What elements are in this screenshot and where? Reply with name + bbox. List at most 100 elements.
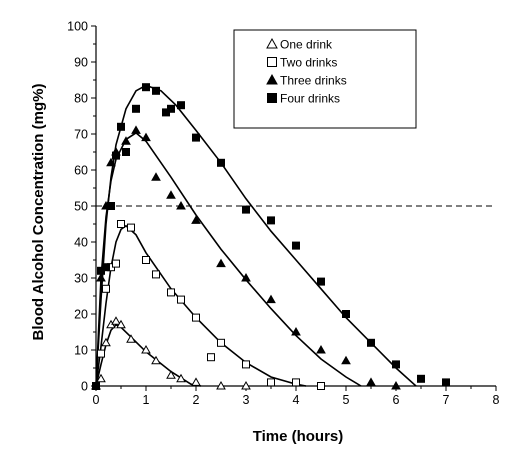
data-point-three-drinks <box>191 215 201 224</box>
data-point-one-drink <box>96 373 106 383</box>
data-point-three-drinks <box>166 190 176 199</box>
data-point-two-drinks <box>102 284 110 293</box>
data-point-four-drinks <box>117 122 125 131</box>
y-tick-label: 20 <box>74 308 88 322</box>
data-point-four-drinks <box>142 83 150 92</box>
data-point-one-drink <box>111 316 121 325</box>
data-point-two-drinks <box>207 353 215 362</box>
data-point-four-drinks <box>177 101 185 110</box>
data-point-four-drinks <box>242 205 250 214</box>
legend-marker-four-drinks <box>267 93 277 103</box>
data-point-three-drinks <box>266 294 276 304</box>
data-point-two-drinks <box>117 220 125 228</box>
data-point-three-drinks <box>316 344 326 354</box>
fit-line-four-drinks <box>95 84 417 387</box>
data-point-one-drink <box>191 377 201 386</box>
data-point-four-drinks <box>217 158 225 167</box>
data-point-four-drinks <box>342 310 350 318</box>
data-point-three-drinks <box>106 157 116 167</box>
data-point-three-drinks <box>141 132 151 142</box>
data-point-four-drinks <box>292 241 300 250</box>
y-tick-label: 0 <box>81 380 88 394</box>
y-tick-label: 80 <box>74 92 88 106</box>
data-point-two-drinks <box>292 378 300 387</box>
data-point-one-drink <box>116 319 126 329</box>
data-point-one-drink <box>216 380 226 390</box>
data-point-two-drinks <box>317 382 325 390</box>
data-point-two-drinks <box>167 288 175 297</box>
data-point-three-drinks <box>96 272 106 282</box>
data-point-four-drinks <box>442 378 450 387</box>
data-point-four-drinks <box>167 104 175 113</box>
x-tick-label: 5 <box>343 393 350 407</box>
x-tick-label: 6 <box>393 393 400 407</box>
data-point-four-drinks <box>317 277 325 286</box>
data-point-two-drinks <box>177 295 185 304</box>
data-point-four-drinks <box>152 86 160 95</box>
y-tick-label: 60 <box>74 164 88 178</box>
data-point-two-drinks <box>267 378 275 387</box>
legend-label-two-drinks: Two drinks <box>280 56 337 70</box>
x-tick-label: 0 <box>93 393 100 407</box>
data-point-four-drinks <box>417 374 425 383</box>
legend-label-one-drink: One drink <box>280 38 333 52</box>
legend-marker-two-drinks <box>267 57 277 67</box>
y-axis-title: Blood Alcohol Concentration (mg%) <box>30 84 47 341</box>
data-point-three-drinks <box>131 125 141 134</box>
data-point-three-drinks <box>291 326 301 336</box>
y-tick-label: 10 <box>74 344 88 358</box>
data-point-four-drinks <box>107 202 115 210</box>
legend-box <box>233 29 417 129</box>
data-point-four-drinks <box>132 104 140 113</box>
y-tick-label: 90 <box>74 56 88 70</box>
legend-marker-three-drinks <box>266 73 278 85</box>
data-point-two-drinks <box>192 313 200 322</box>
data-point-three-drinks <box>216 258 226 268</box>
x-tick-label: 3 <box>243 393 250 407</box>
y-tick-label: 30 <box>74 272 88 286</box>
y-tick-label: 50 <box>74 200 88 214</box>
data-point-four-drinks <box>122 148 130 156</box>
x-tick-label: 4 <box>293 393 300 407</box>
data-point-two-drinks <box>97 349 105 358</box>
data-point-three-drinks <box>366 377 376 386</box>
data-point-two-drinks <box>127 223 135 232</box>
y-tick-label: 100 <box>67 20 88 34</box>
data-point-three-drinks <box>341 355 351 365</box>
x-tick-label: 7 <box>443 393 450 407</box>
data-point-one-drink <box>141 344 151 354</box>
data-point-three-drinks <box>176 200 186 210</box>
data-point-three-drinks <box>121 136 131 145</box>
legend-label-four-drinks: Four drinks <box>280 92 340 106</box>
data-point-one-drink <box>176 373 186 383</box>
data-point-three-drinks <box>241 272 251 282</box>
x-tick-label: 8 <box>493 393 500 407</box>
data-point-four-drinks <box>392 360 400 369</box>
data-point-one-drink <box>241 380 251 390</box>
data-point-one-drink <box>101 337 111 347</box>
y-tick-label: 70 <box>74 128 88 142</box>
data-point-two-drinks <box>242 360 250 369</box>
data-point-four-drinks <box>92 382 100 390</box>
data-point-three-drinks <box>391 380 401 390</box>
x-tick-label: 1 <box>143 393 150 407</box>
data-point-one-drink <box>166 370 176 379</box>
data-point-two-drinks <box>142 256 150 264</box>
y-tick-label: 40 <box>74 236 88 250</box>
data-point-one-drink <box>151 355 161 365</box>
data-point-two-drinks <box>112 259 120 268</box>
data-point-four-drinks <box>112 151 120 160</box>
data-point-four-drinks <box>367 338 375 347</box>
x-tick-label: 2 <box>193 393 200 407</box>
x-axis-title: Time (hours) <box>253 428 344 445</box>
data-point-four-drinks <box>192 133 200 142</box>
data-point-one-drink <box>126 334 136 343</box>
data-point-three-drinks <box>151 172 161 181</box>
data-point-two-drinks <box>217 338 225 347</box>
legend-marker-one-drink <box>266 37 278 49</box>
data-point-two-drinks <box>152 270 160 279</box>
data-point-four-drinks <box>267 216 275 225</box>
data-point-four-drinks <box>102 263 110 272</box>
